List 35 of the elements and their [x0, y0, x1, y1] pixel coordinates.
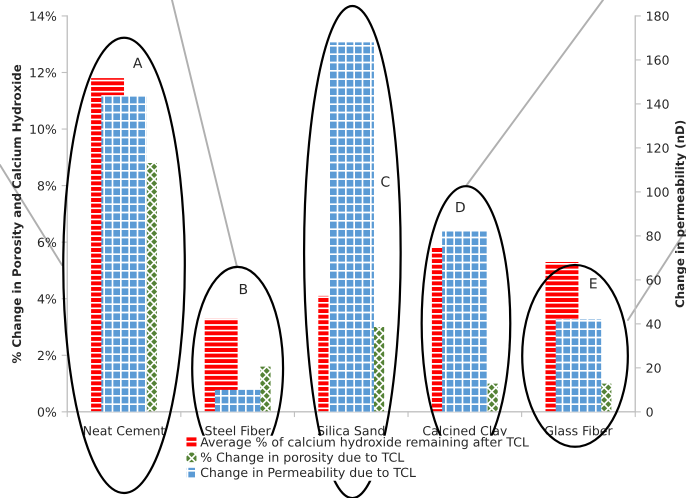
y2-tick-label: 140	[647, 99, 669, 109]
bar	[488, 384, 498, 412]
y-tick-label: 12%	[30, 68, 56, 78]
bar	[601, 384, 612, 412]
annotation: E	[590, 278, 597, 288]
y2-tick-label: 180	[647, 11, 669, 21]
y2-tick-label: 0	[646, 407, 653, 417]
y-tick-label: 10%	[30, 124, 56, 134]
legend-label: % Change in porosity due to TCL	[200, 452, 404, 464]
y2-tick-label: 100	[647, 187, 669, 197]
x-tick-label: Steel Fiber	[205, 426, 271, 436]
y2-tick-label: 60	[646, 275, 661, 285]
y-tick-label: 4%	[38, 294, 56, 304]
legend-label: Average % of calcium hydroxide remaining after TCL	[200, 437, 529, 450]
bar	[260, 366, 271, 412]
annotation: D	[456, 202, 465, 212]
y2-tick-label: 120	[647, 143, 669, 153]
y-tick-label: 6%	[38, 238, 56, 248]
y-axis-title: % Change in Porosity and Calcium Hydroxide	[12, 64, 24, 364]
legend-label: Change in Permeability due to TCL	[200, 467, 416, 480]
y-tick-label: 14%	[30, 11, 56, 21]
y2-tick-label: 40	[646, 319, 661, 329]
y-tick-label: 0%	[38, 407, 56, 417]
annotation: B	[240, 284, 248, 294]
y2-tick-label: 80	[646, 231, 661, 241]
bar	[328, 42, 374, 412]
y2-tick-label: 20	[646, 363, 661, 373]
bar	[374, 327, 384, 412]
y-tick-label: 2%	[38, 350, 56, 360]
annotation: A	[133, 58, 142, 68]
annotation: C	[381, 176, 390, 187]
x-tick-label: Neat Cement	[84, 426, 166, 436]
bar	[146, 162, 157, 412]
y2-tick-label: 160	[647, 55, 669, 65]
y-tick-label: 8%	[38, 181, 56, 191]
